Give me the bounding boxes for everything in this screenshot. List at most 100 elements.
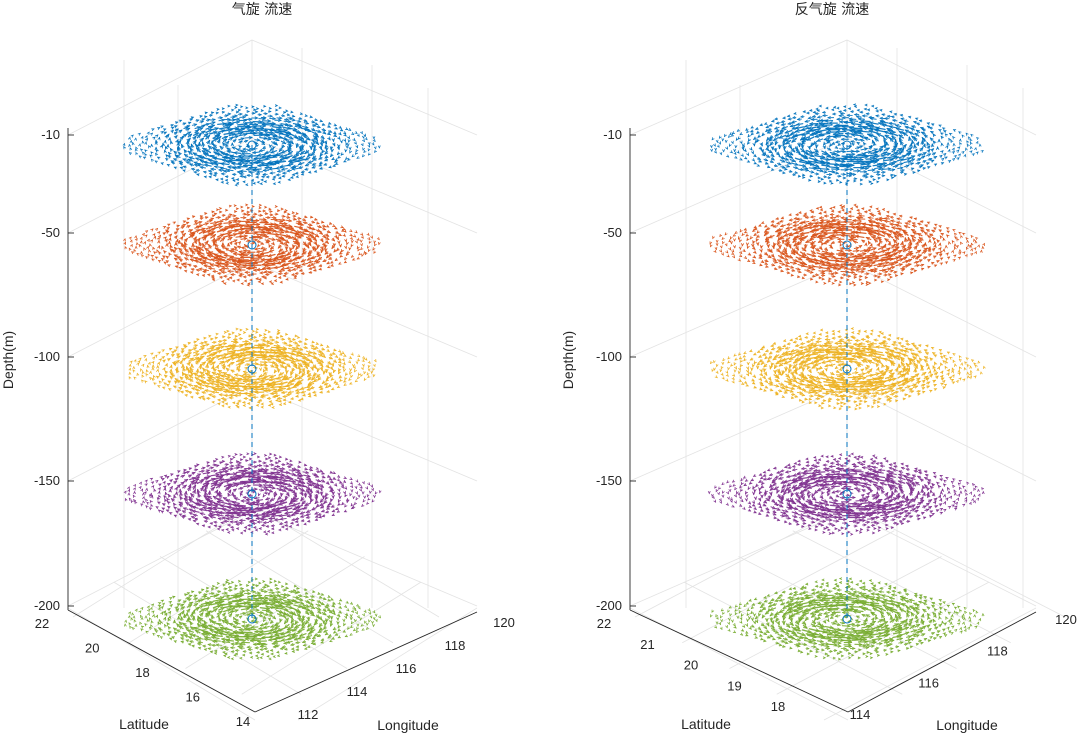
vector-arrow — [223, 132, 233, 135]
vector-arrowhead — [263, 180, 267, 184]
vector-arrowhead — [311, 127, 316, 131]
vector-arrowhead — [194, 143, 200, 149]
vector-arrowhead — [196, 147, 201, 153]
vector-arrow — [303, 135, 311, 141]
grid-line — [185, 556, 365, 669]
vector-arrowhead — [337, 155, 341, 159]
vector-arrowhead — [175, 346, 179, 350]
vector-arrowhead — [128, 367, 132, 371]
vector-arrowhead — [343, 353, 347, 357]
vector-arrowhead — [145, 498, 149, 502]
vector-arrowhead — [295, 143, 300, 149]
vector-arrowhead — [192, 152, 198, 157]
vector-arrowhead — [332, 471, 337, 474]
vector-arrow — [205, 128, 213, 134]
vector-arrowhead — [231, 146, 236, 150]
vector-arrowhead — [357, 248, 361, 252]
vector-arrowhead — [155, 152, 159, 157]
vector-arrowhead — [352, 234, 357, 238]
vector-arrowhead — [158, 372, 162, 377]
vector-arrowhead — [227, 128, 233, 133]
vector-arrowhead — [155, 368, 160, 373]
vector-arrowhead — [155, 149, 159, 153]
vector-arrowhead — [360, 243, 363, 247]
vector-arrowhead — [189, 147, 194, 153]
vector-arrowhead — [318, 163, 323, 167]
vector-arrowhead — [244, 113, 249, 117]
vector-arrowhead — [351, 132, 355, 136]
vector-arrowhead — [215, 178, 219, 182]
vector-arrowhead — [157, 244, 161, 249]
vector-arrowhead — [233, 151, 238, 155]
vector-arrowhead — [144, 141, 148, 145]
vector-arrowhead — [186, 131, 192, 136]
vector-arrowhead — [346, 135, 350, 140]
vector-arrowhead — [314, 122, 319, 126]
vector-arrowhead — [344, 256, 348, 261]
vector-arrowhead — [140, 488, 143, 492]
vector-arrowhead — [149, 239, 154, 243]
vector-arrowhead — [149, 477, 154, 481]
vector-arrowhead — [223, 155, 229, 160]
vector-arrow — [238, 133, 248, 137]
vector-arrowhead — [227, 165, 232, 169]
vector-arrowhead — [216, 138, 221, 144]
vector-arrowhead — [154, 141, 158, 146]
vector-arrowhead — [157, 231, 161, 235]
vector-arrowhead — [221, 110, 226, 114]
vector-arrowhead — [244, 139, 249, 143]
vector-arrowhead — [145, 505, 149, 509]
vector-arrowhead — [158, 380, 162, 384]
vector-arrow — [295, 124, 302, 127]
vector-arrowhead — [187, 133, 193, 138]
vector-arrowhead — [148, 370, 152, 375]
vector-arrowhead — [216, 108, 220, 111]
vector-arrow — [252, 151, 261, 154]
vector-arrow — [223, 156, 236, 160]
vector-arrowhead — [165, 353, 170, 356]
vector-arrowhead — [262, 145, 266, 149]
vector-arrowhead — [165, 157, 169, 162]
vector-arrowhead — [339, 378, 343, 382]
vector-arrowhead — [332, 224, 336, 227]
vector-arrow — [218, 126, 231, 130]
vector-arrowhead — [195, 119, 200, 123]
vector-arrowhead — [332, 142, 336, 147]
vector-arrowhead — [365, 486, 369, 490]
y-axis-label: Latitude — [119, 716, 169, 732]
vector-arrowhead — [253, 108, 257, 112]
vector-arrowhead — [209, 113, 214, 117]
vector-arrowhead — [128, 152, 132, 156]
vector-arrowhead — [291, 167, 296, 171]
vector-arrowhead — [200, 120, 205, 124]
vector-arrowhead — [220, 172, 225, 176]
x-tick-label: 112 — [298, 707, 319, 722]
vector-arrowhead — [272, 175, 276, 179]
vector-arrowhead — [241, 151, 246, 156]
vector-arrowhead — [204, 111, 209, 115]
vector-arrowhead — [341, 357, 345, 362]
vector-arrowhead — [154, 227, 159, 232]
vector-arrowhead — [267, 137, 272, 141]
vector-arrowhead — [140, 148, 144, 152]
vector-arrowhead — [148, 507, 153, 511]
vector-arrowhead — [356, 155, 360, 159]
vector-arrowhead — [144, 380, 148, 384]
vector-arrowhead — [221, 107, 226, 111]
vector-arrowhead — [231, 108, 235, 112]
vector-arrowhead — [211, 400, 215, 404]
vector-arrowhead — [199, 159, 205, 164]
vector-arrowhead — [363, 371, 367, 375]
vector-arrowhead — [225, 143, 229, 148]
vector-arrowhead — [237, 129, 243, 134]
vector-arrowhead — [178, 119, 183, 123]
vector-arrowhead — [207, 158, 213, 163]
vector-arrow — [292, 154, 299, 159]
vector-arrowhead — [142, 151, 146, 155]
vector-arrow — [268, 167, 277, 170]
vector-arrowhead — [194, 132, 200, 137]
vector-arrowhead — [245, 183, 249, 187]
vector-arrowhead — [256, 143, 260, 148]
vector-arrowhead — [262, 168, 267, 173]
